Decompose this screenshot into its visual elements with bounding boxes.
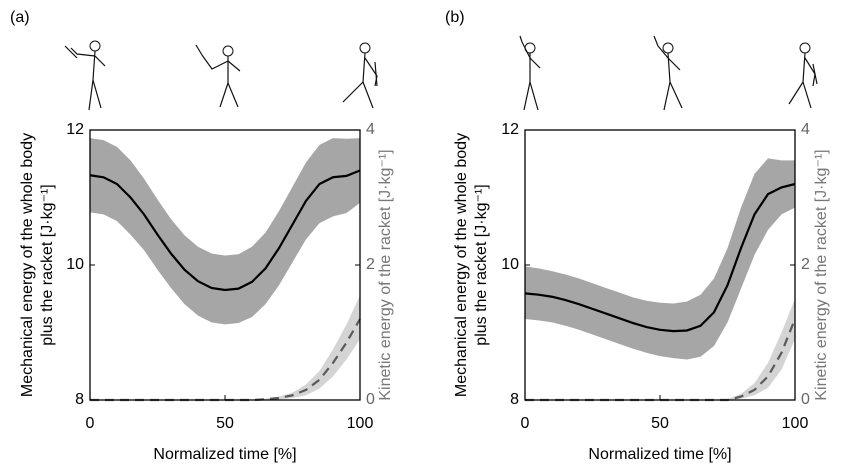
y-axis-label: Mechanical energy of the whole body — [453, 133, 470, 397]
mean-line — [89, 169, 361, 292]
y2-axis-label: Kinetic energy of the racket [J·kg⁻¹] — [813, 149, 830, 400]
x-tick-label: 100 — [347, 415, 374, 432]
y-tick-label: 8 — [510, 391, 519, 408]
stick-figure — [788, 42, 818, 109]
x-tick-label: 50 — [216, 415, 234, 432]
y-axis-label: Mechanical energy of the whole body — [19, 133, 36, 397]
y2-tick-label: 4 — [366, 121, 375, 138]
stick-figures — [64, 35, 818, 111]
stick-figure — [519, 35, 541, 111]
stick-figure — [195, 44, 241, 108]
plot-frame — [524, 129, 796, 401]
y-tick-label: 12 — [501, 121, 519, 138]
x-axis-label: Normalized time [%] — [153, 446, 296, 463]
y2-tick-label: 4 — [801, 121, 810, 138]
stick-figure — [653, 35, 683, 111]
x-tick-label: 50 — [651, 415, 669, 432]
y-tick-label: 10 — [66, 256, 84, 273]
x-tick-label: 100 — [782, 415, 809, 432]
y2-tick-label: 0 — [801, 391, 810, 408]
y-axis-label: plus the racket [J·kg⁻¹] — [473, 184, 490, 345]
error-band — [90, 138, 360, 325]
y-axis-label: plus the racket [J·kg⁻¹] — [39, 184, 56, 345]
stick-figure — [342, 42, 378, 109]
y-tick-label: 12 — [66, 121, 84, 138]
y-tick-label: 8 — [75, 391, 84, 408]
panel-label: (b) — [445, 9, 465, 26]
y2-tick-label: 2 — [801, 256, 810, 273]
y-tick-label: 10 — [501, 256, 519, 273]
x-tick-label: 0 — [521, 415, 530, 432]
y2-tick-label: 2 — [366, 256, 375, 273]
panel-label: (a) — [10, 9, 30, 26]
y2-tick-label: 0 — [366, 391, 375, 408]
stick-figure — [64, 40, 106, 111]
y2-axis-label: Kinetic energy of the racket [J·kg⁻¹] — [377, 149, 394, 400]
mean-line — [524, 182, 796, 333]
x-tick-label: 0 — [86, 415, 95, 432]
x-axis-label: Normalized time [%] — [588, 446, 731, 463]
